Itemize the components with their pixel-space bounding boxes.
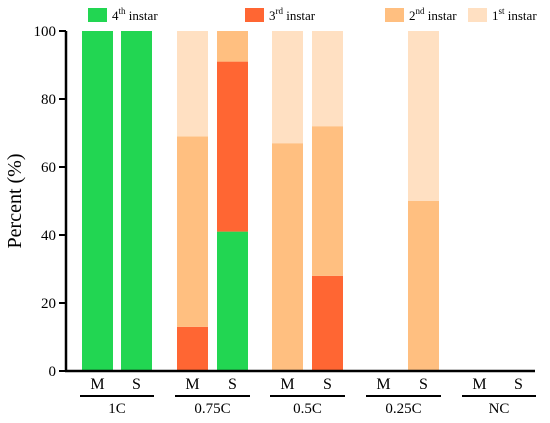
legend-label: 4th instar	[112, 6, 158, 23]
bar-segment	[177, 136, 208, 327]
bar-segment	[177, 326, 208, 371]
bar-segment	[272, 31, 303, 144]
x-tick-label: S	[132, 376, 141, 393]
x-tick-label: S	[228, 376, 237, 393]
group-label: 0.5C	[293, 401, 322, 417]
x-tick-label: S	[514, 376, 523, 393]
y-axis-label: Percent (%)	[4, 154, 26, 249]
bar-segment	[121, 31, 152, 371]
x-tick-label: M	[90, 376, 104, 393]
x-tick-label: M	[472, 376, 486, 393]
x-tick-label: M	[376, 376, 390, 393]
bar-segment	[408, 201, 439, 371]
bar-segment	[312, 126, 343, 276]
legend-swatch	[468, 8, 487, 22]
legend-swatch	[245, 8, 264, 22]
group-label: 0.75C	[194, 401, 230, 417]
bar-segment	[312, 275, 343, 371]
y-tick-label: 60	[41, 160, 56, 176]
x-tick-label: S	[323, 376, 332, 393]
x-tick-label: S	[419, 376, 428, 393]
legend-swatch	[88, 8, 107, 22]
x-axis-labels: M S M S M S M S M S 1C 0.75C 0.5C 0.25C NC	[80, 376, 536, 417]
y-tick-label: 100	[34, 24, 57, 40]
legend-label: 1st instar	[492, 6, 537, 23]
bar-segment	[217, 31, 248, 62]
legend-label: 3rd instar	[269, 6, 316, 23]
bar-segment	[217, 231, 248, 371]
group-label: 1C	[108, 401, 126, 417]
y-tick-label: 80	[41, 92, 56, 108]
y-axis: 0 20 40 60 80 100	[34, 24, 535, 380]
bar-segment	[408, 31, 439, 201]
group-label: NC	[489, 401, 510, 417]
bars-layer	[82, 31, 439, 371]
x-tick-label: M	[280, 376, 294, 393]
bar-segment	[272, 143, 303, 371]
chart-legend: 4th instar 3rd instar 2nd instar 1st instar	[88, 6, 537, 23]
y-tick-label: 20	[41, 296, 56, 312]
bar-segment	[312, 31, 343, 127]
bar-segment	[217, 61, 248, 232]
legend-label: 2nd instar	[409, 6, 457, 23]
y-tick-label: 0	[49, 364, 57, 380]
group-label: 0.25C	[385, 401, 421, 417]
y-tick-label: 40	[41, 228, 56, 244]
bar-segment	[82, 31, 113, 371]
x-tick-label: M	[185, 376, 199, 393]
bar-segment	[177, 31, 208, 137]
legend-swatch	[385, 8, 404, 22]
